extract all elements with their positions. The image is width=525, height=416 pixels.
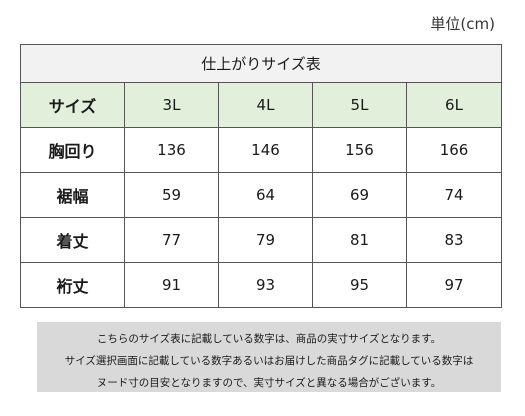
note-line: こちらのサイズ表に記載している数字は、商品の実寸サイズとなります。 bbox=[96, 333, 442, 345]
header-size-6l: 6L bbox=[405, 82, 503, 128]
size-note: こちらのサイズ表に記載している数字は、商品の実寸サイズとなります。 サイズ選択画… bbox=[37, 322, 501, 392]
row-label-chest: 胸回り bbox=[20, 127, 125, 173]
table-cell: 64 bbox=[218, 172, 313, 218]
table-cell: 95 bbox=[312, 262, 407, 308]
table-cell: 83 bbox=[405, 217, 503, 263]
table-cell: 97 bbox=[405, 262, 503, 308]
table-title: 仕上がりサイズ表 bbox=[19, 44, 503, 83]
table-cell: 77 bbox=[124, 217, 219, 263]
header-size-label: サイズ bbox=[20, 82, 125, 128]
table-cell: 93 bbox=[218, 262, 313, 308]
header-size-4l: 4L bbox=[218, 82, 313, 128]
table-cell: 81 bbox=[312, 217, 407, 263]
row-label-length: 着丈 bbox=[20, 217, 125, 263]
table-row-length: 着丈 77 79 81 83 bbox=[20, 217, 503, 263]
table-row-chest: 胸回り 136 146 156 166 bbox=[20, 127, 503, 173]
header-size-5l: 5L bbox=[312, 82, 407, 128]
row-label-hem-width: 裾幅 bbox=[20, 172, 125, 218]
table-cell: 69 bbox=[312, 172, 407, 218]
note-line: サイズ選択画面に記載している数字あるいはお届けした商品タグに記載している数字は bbox=[64, 355, 474, 367]
row-label-sleeve-length: 裄丈 bbox=[20, 262, 125, 308]
header-size-3l: 3L bbox=[124, 82, 219, 128]
table-cell: 91 bbox=[124, 262, 219, 308]
table-cell: 136 bbox=[124, 127, 219, 173]
size-chart-table: 仕上がりサイズ表 サイズ 3L 4L 5L 6L 胸回り 136 146 156… bbox=[19, 44, 503, 308]
table-cell: 146 bbox=[218, 127, 313, 173]
unit-label: 単位(cm) bbox=[430, 15, 495, 33]
table-cell: 59 bbox=[124, 172, 219, 218]
table-header-row: サイズ 3L 4L 5L 6L bbox=[20, 82, 503, 128]
table-title-row: 仕上がりサイズ表 bbox=[19, 44, 503, 83]
note-line: ヌード寸の目安となりますので、実寸サイズと異なる場合がございます。 bbox=[96, 377, 442, 389]
table-cell: 74 bbox=[405, 172, 503, 218]
table-cell: 156 bbox=[312, 127, 407, 173]
table-row-sleeve-length: 裄丈 91 93 95 97 bbox=[20, 262, 503, 308]
table-row-hem-width: 裾幅 59 64 69 74 bbox=[20, 172, 503, 218]
table-cell: 166 bbox=[405, 127, 503, 173]
table-cell: 79 bbox=[218, 217, 313, 263]
